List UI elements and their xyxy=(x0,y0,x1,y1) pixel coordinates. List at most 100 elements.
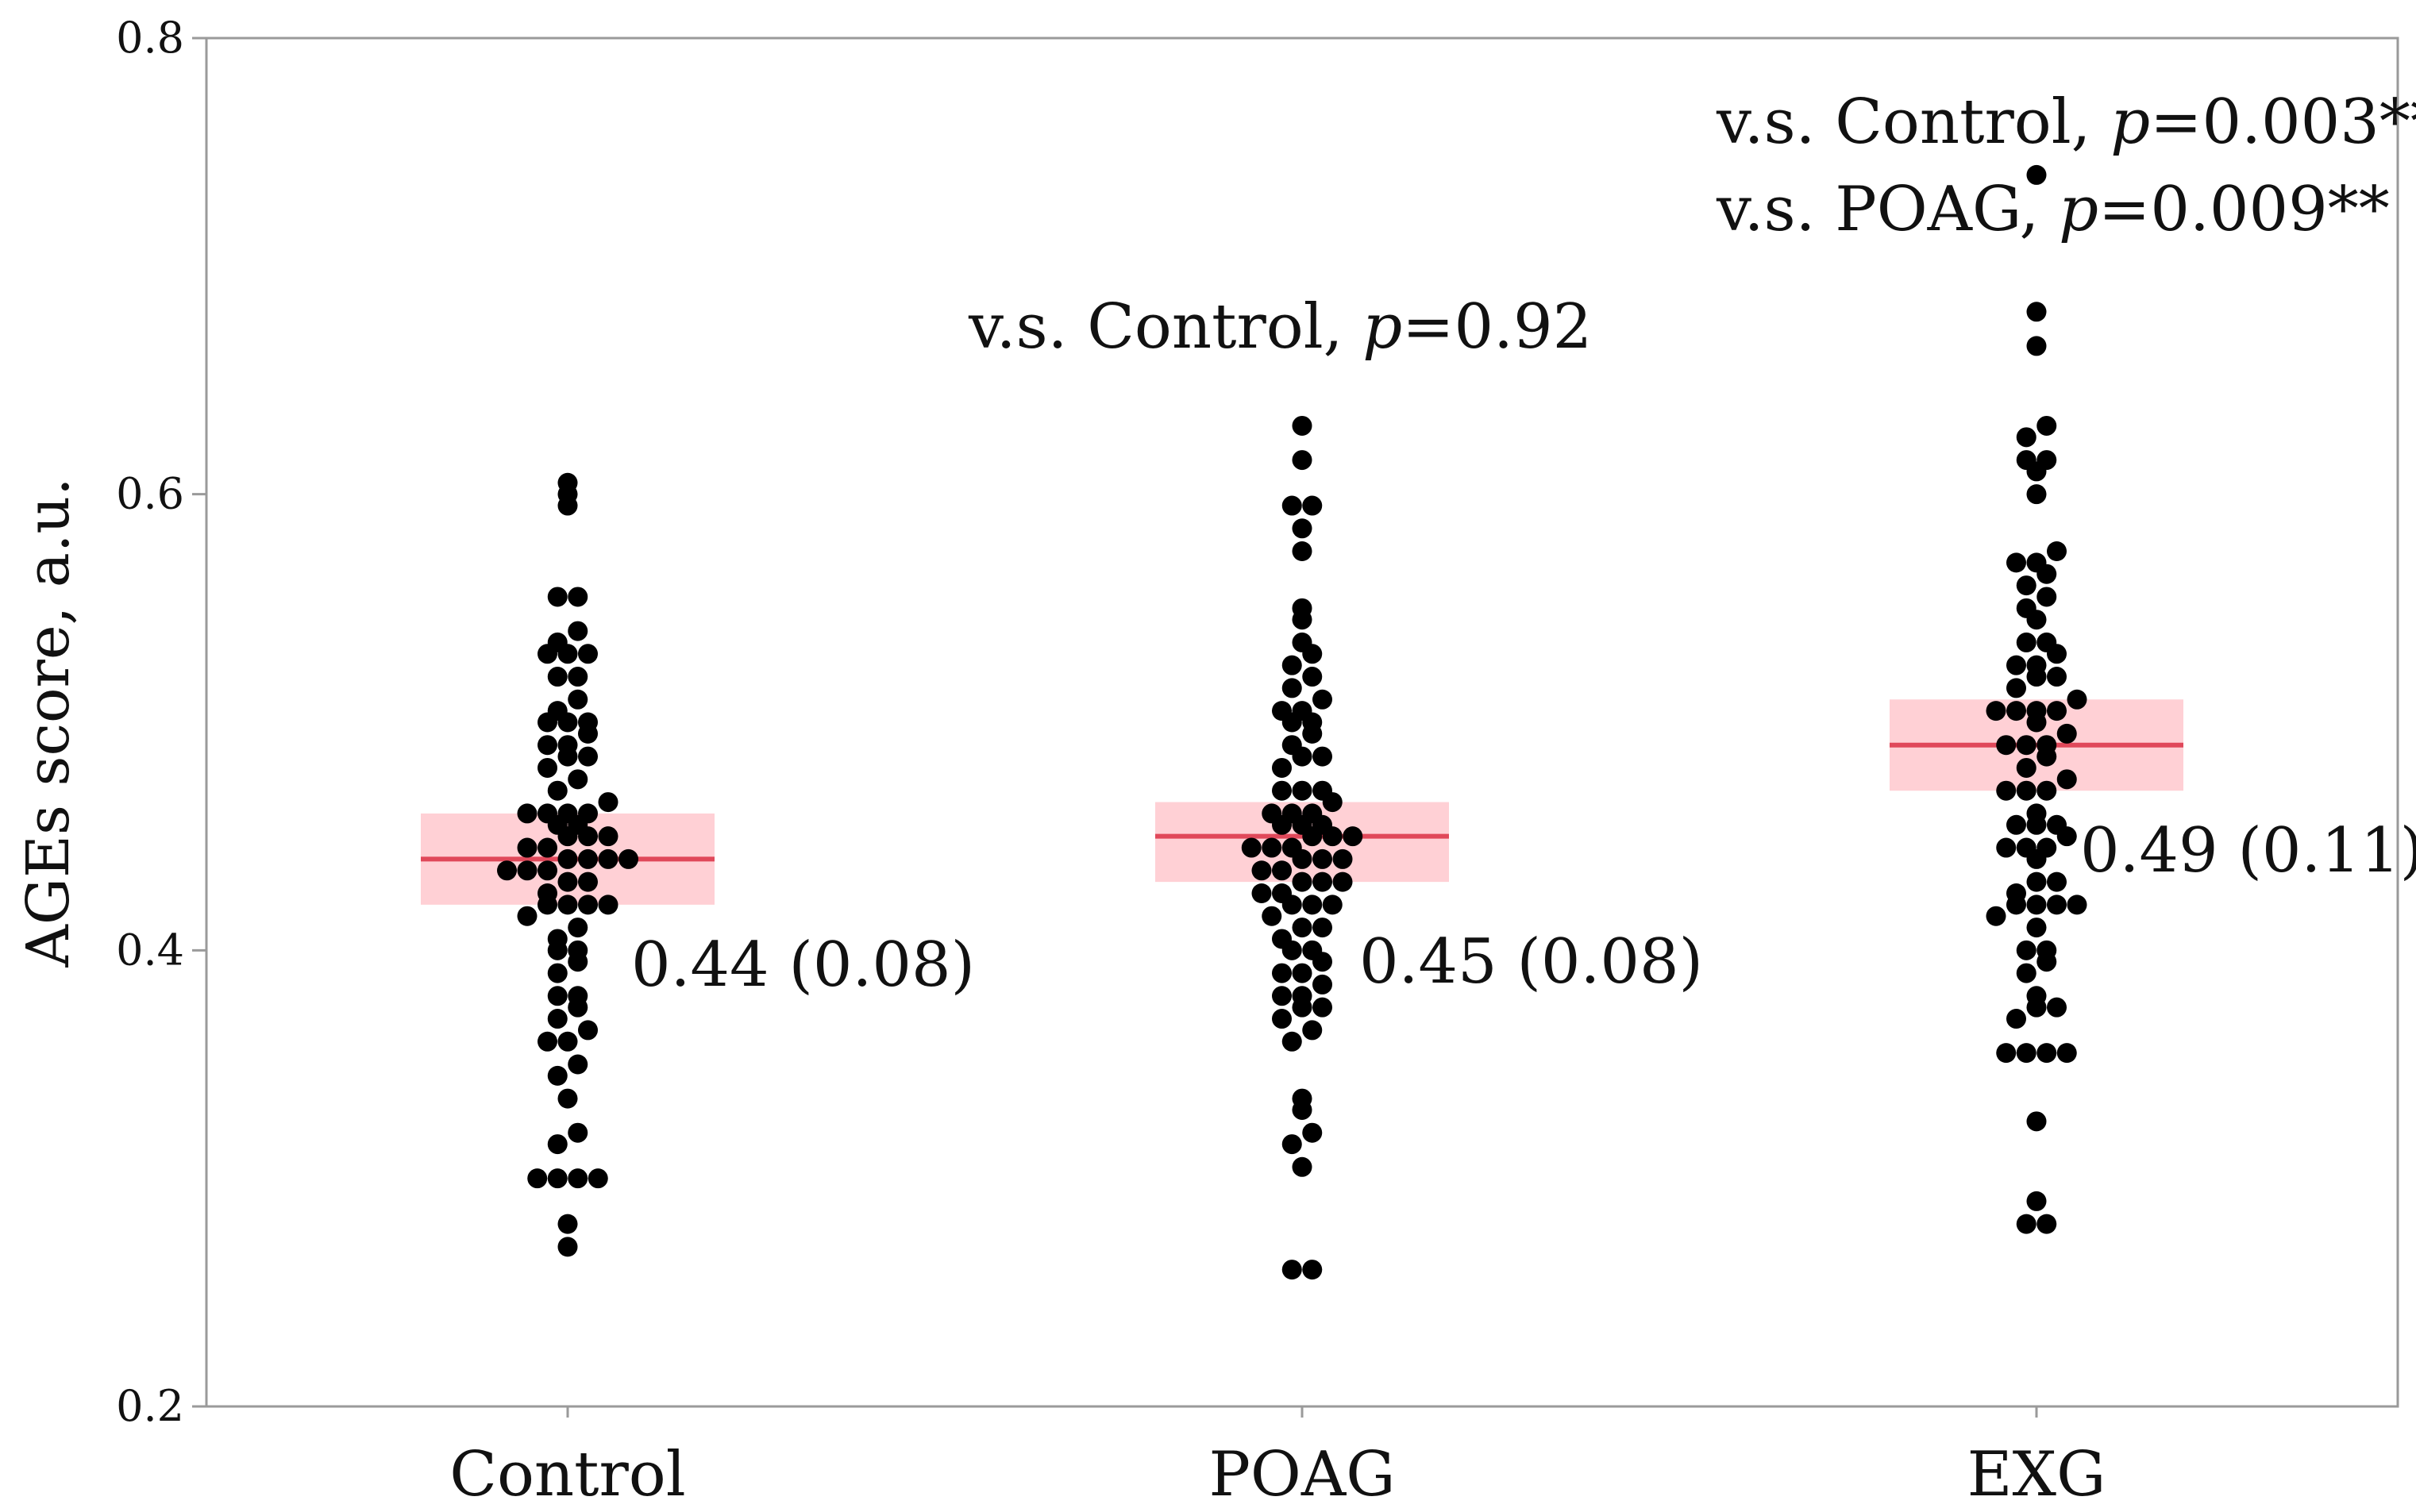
data-point xyxy=(1281,1260,1302,1280)
data-point xyxy=(1302,667,1323,687)
data-point xyxy=(598,826,618,847)
y-tick-label: 0.8 xyxy=(116,13,184,63)
data-point xyxy=(1281,678,1302,698)
data-point xyxy=(557,1214,578,1234)
data-point xyxy=(1292,848,1312,869)
significance-annotation: v.s. Control, p=0.92 xyxy=(968,291,1592,363)
data-point xyxy=(1332,848,1353,869)
data-point xyxy=(497,860,517,881)
data-point xyxy=(598,792,618,813)
data-point xyxy=(2067,895,2087,915)
data-point xyxy=(547,1134,568,1155)
data-point xyxy=(1302,1260,1323,1280)
annotation-prefix: v.s. Control, xyxy=(1716,87,2110,158)
data-point xyxy=(1302,723,1323,744)
data-point xyxy=(578,826,598,847)
data-point xyxy=(557,644,578,664)
data-point xyxy=(578,746,598,767)
data-point xyxy=(2026,1111,2047,1132)
data-point xyxy=(1281,1031,1302,1052)
data-point xyxy=(1312,848,1332,869)
y-tick-label: 0.2 xyxy=(116,1381,184,1431)
data-point xyxy=(547,587,568,607)
annotation-p-value: =0.003** xyxy=(2150,87,2416,158)
data-point xyxy=(547,1065,568,1086)
median-iqr-label: 0.49 (0.11) xyxy=(2080,815,2416,887)
annotation-p-symbol: p xyxy=(2059,174,2098,245)
annotation-prefix: v.s. Control, xyxy=(968,291,1362,363)
annotation-p-symbol: p xyxy=(1362,291,1402,363)
data-point xyxy=(2016,757,2036,778)
data-point xyxy=(568,997,588,1018)
y-tick-label: 0.4 xyxy=(116,925,184,975)
data-point xyxy=(557,1031,578,1052)
data-point xyxy=(1292,871,1312,892)
data-point xyxy=(1272,986,1292,1006)
data-point xyxy=(2026,461,2047,482)
data-point xyxy=(557,895,578,915)
data-point xyxy=(2047,701,2067,721)
data-point xyxy=(547,940,568,960)
data-point xyxy=(2026,610,2047,630)
data-point xyxy=(578,723,598,744)
data-point xyxy=(2006,655,2026,675)
data-point xyxy=(2026,848,2047,869)
data-point xyxy=(568,667,588,687)
data-point xyxy=(1302,1122,1323,1143)
data-point xyxy=(2026,871,2047,892)
data-point xyxy=(568,769,588,790)
data-point xyxy=(2026,895,2047,915)
data-points xyxy=(497,164,2087,1280)
data-point xyxy=(538,757,557,778)
data-point xyxy=(2047,541,2067,561)
data-point xyxy=(2006,678,2026,698)
data-point xyxy=(1302,1020,1323,1041)
data-point xyxy=(1262,906,1282,926)
data-point xyxy=(547,963,568,983)
data-point xyxy=(1251,883,1272,903)
data-point xyxy=(2016,735,2036,756)
data-point xyxy=(2047,644,2067,664)
data-point xyxy=(538,712,557,733)
data-point xyxy=(2026,918,2047,938)
data-point xyxy=(598,848,618,869)
data-point xyxy=(1281,940,1302,960)
data-point xyxy=(527,1168,548,1189)
data-point xyxy=(2036,415,2057,436)
data-point xyxy=(588,1168,608,1189)
data-point xyxy=(2026,814,2047,835)
data-point xyxy=(2047,895,2067,915)
data-point xyxy=(1312,952,1332,972)
data-point xyxy=(2016,427,2036,448)
data-point xyxy=(1292,541,1312,561)
data-point xyxy=(2016,1214,2036,1234)
data-point xyxy=(2056,826,2077,847)
data-point xyxy=(547,780,568,801)
data-point xyxy=(2036,564,2057,584)
data-point xyxy=(1281,655,1302,675)
data-point xyxy=(538,1031,557,1052)
y-axis-label: AGEs score, a.u. xyxy=(14,477,83,968)
data-point xyxy=(538,895,557,915)
significance-annotation: v.s. Control, p=0.003** xyxy=(1716,87,2416,158)
data-point xyxy=(1292,450,1312,471)
annotation-prefix: v.s. POAG, xyxy=(1716,174,2059,245)
data-point xyxy=(2006,895,2026,915)
data-point xyxy=(2036,746,2057,767)
data-point xyxy=(2047,871,2067,892)
data-point xyxy=(618,848,638,869)
median-iqr-label: 0.44 (0.08) xyxy=(631,929,975,1001)
data-point xyxy=(1312,689,1332,710)
data-point xyxy=(538,735,557,756)
data-point xyxy=(1986,906,2006,926)
data-point xyxy=(2006,552,2026,573)
data-point xyxy=(1292,746,1312,767)
data-point xyxy=(517,837,538,858)
annotation-p-value: =0.009** xyxy=(2098,174,2390,245)
data-point xyxy=(2016,632,2036,652)
data-point xyxy=(2006,814,2026,835)
data-point xyxy=(1332,871,1353,892)
data-point xyxy=(1272,963,1292,983)
data-point xyxy=(1281,495,1302,516)
